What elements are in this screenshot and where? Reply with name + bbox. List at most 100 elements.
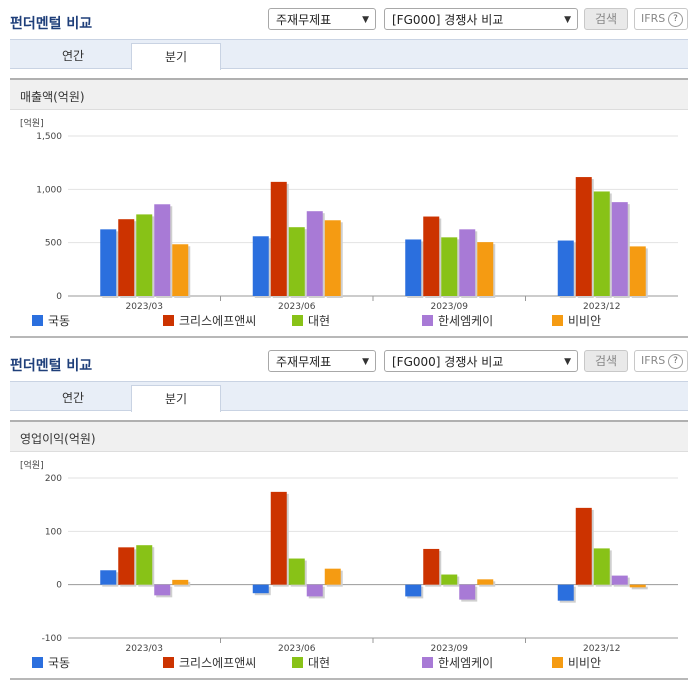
panel-title: 펀더멘털 비교	[10, 358, 93, 374]
panel-title: 펀더멘털 비교	[10, 16, 93, 32]
bar-shadow	[120, 221, 137, 298]
legend-item[interactable]: 대현	[292, 312, 330, 329]
bar-shadow	[595, 193, 612, 298]
bar-4	[154, 204, 171, 296]
legend-label: 비비안	[568, 656, 602, 670]
legend-item[interactable]: 크리스에프앤씨	[163, 312, 256, 329]
tab-annual[interactable]: 연간	[61, 391, 85, 405]
bar-2	[423, 216, 440, 296]
bar-shadow	[272, 183, 289, 298]
y-tick-label: 500	[45, 239, 62, 249]
legend-swatch	[163, 657, 174, 668]
bar-shadow	[254, 238, 271, 298]
help-icon[interactable]: ?	[668, 354, 683, 369]
bar-5	[477, 579, 494, 585]
x-tick-label: 2023/03	[126, 302, 163, 312]
bar-shadow	[407, 241, 424, 298]
y-tick-label: 200	[45, 474, 62, 484]
tab-quarterly[interactable]: 분기	[131, 385, 221, 412]
statement-select[interactable]: 주재무제표 ▼	[268, 350, 376, 372]
bar-2	[270, 491, 287, 585]
bar-4	[459, 584, 476, 600]
bar-shadow	[138, 547, 155, 587]
legend-item[interactable]: 한세엠케이	[422, 654, 493, 671]
bar-shadow	[326, 570, 343, 587]
ifrs-button[interactable]: IFRS ?	[634, 8, 688, 30]
tab-annual[interactable]: 연간	[61, 49, 85, 63]
legend-item[interactable]: 크리스에프앤씨	[163, 654, 256, 671]
bar-3	[441, 237, 458, 296]
bar-shadow	[595, 550, 612, 587]
bar-1	[100, 229, 117, 296]
group-select[interactable]: [FG000] 경쟁사 비교 ▼	[384, 350, 578, 372]
x-tick-label: 2023/12	[583, 644, 620, 654]
x-tick-label: 2023/12	[583, 302, 620, 312]
bar-shadow	[174, 581, 191, 587]
chart-legend: 국동 크리스에프앤씨 대현 한세엠케이 비비안	[0, 312, 696, 330]
bar-2	[423, 548, 440, 585]
bar-4	[154, 584, 171, 596]
x-tick-label: 2023/06	[278, 302, 316, 312]
bar-1	[252, 236, 269, 296]
legend-label: 국동	[48, 314, 71, 328]
period-tabs: 연간 분기	[10, 39, 688, 70]
panel-header: 펀더멘털 비교 주재무제표 ▼ [FG000] 경쟁사 비교 ▼ 검색 IFRS…	[0, 342, 696, 380]
bar-3	[136, 545, 153, 585]
bar-2	[118, 547, 135, 585]
bar-shadow	[443, 239, 460, 298]
bar-shadow	[174, 246, 191, 298]
search-button[interactable]: 검색	[584, 350, 628, 372]
chevron-down-icon: ▼	[362, 357, 369, 367]
bar-shadow	[407, 586, 424, 599]
legend-label: 한세엠케이	[438, 656, 494, 670]
bar-shadow	[308, 213, 325, 298]
bar-5	[172, 244, 189, 296]
help-icon[interactable]: ?	[668, 12, 683, 27]
bar-shadow	[443, 576, 460, 587]
y-tick-label: 0	[56, 292, 62, 302]
x-tick-label: 2023/03	[126, 644, 163, 654]
legend-label: 크리스에프앤씨	[179, 656, 257, 670]
legend-item[interactable]: 국동	[32, 312, 70, 329]
legend-swatch	[552, 315, 563, 326]
y-tick-label: 100	[45, 527, 62, 537]
bar-1	[405, 584, 422, 597]
divider	[10, 678, 688, 680]
bar-1	[405, 239, 422, 296]
statement-select[interactable]: 주재무제표 ▼	[268, 8, 376, 30]
legend-label: 대현	[308, 314, 331, 328]
legend-label: 대현	[308, 656, 331, 670]
ifrs-label: IFRS	[641, 354, 666, 367]
bar-2	[575, 177, 592, 296]
bar-1	[252, 584, 269, 594]
bar-shadow	[326, 222, 343, 298]
legend-item[interactable]: 대현	[292, 654, 330, 671]
tab-quarterly[interactable]: 분기	[131, 43, 221, 70]
group-select[interactable]: [FG000] 경쟁사 비교 ▼	[384, 8, 578, 30]
legend-item[interactable]: 비비안	[552, 312, 601, 329]
bar-shadow	[461, 586, 478, 602]
legend-swatch	[292, 657, 303, 668]
group-select-value: [FG000] 경쟁사 비교	[392, 355, 504, 369]
bar-shadow	[613, 204, 630, 298]
fundamental-panel-operating-profit: 펀더멘털 비교 주재무제표 ▼ [FG000] 경쟁사 비교 ▼ 검색 IFRS…	[0, 342, 696, 684]
x-tick-label: 2023/09	[431, 644, 469, 654]
bar-2	[118, 219, 135, 296]
bar-shadow	[156, 586, 173, 598]
legend-item[interactable]: 비비안	[552, 654, 601, 671]
y-tick-label: 0	[56, 581, 62, 591]
ifrs-button[interactable]: IFRS ?	[634, 350, 688, 372]
bar-4	[306, 211, 323, 296]
metric-title: 매출액(억원)	[20, 90, 85, 104]
bar-2	[270, 181, 287, 296]
bar-shadow	[290, 560, 307, 587]
bar-1	[557, 584, 574, 601]
legend-label: 비비안	[568, 314, 602, 328]
bar-3	[593, 548, 610, 585]
bar-3	[288, 558, 305, 585]
fundamental-panel-revenue: 펀더멘털 비교 주재무제표 ▼ [FG000] 경쟁사 비교 ▼ 검색 IFRS…	[0, 8, 696, 338]
bar-shadow	[559, 586, 576, 603]
legend-item[interactable]: 한세엠케이	[422, 312, 493, 329]
legend-item[interactable]: 국동	[32, 654, 70, 671]
search-button[interactable]: 검색	[584, 8, 628, 30]
